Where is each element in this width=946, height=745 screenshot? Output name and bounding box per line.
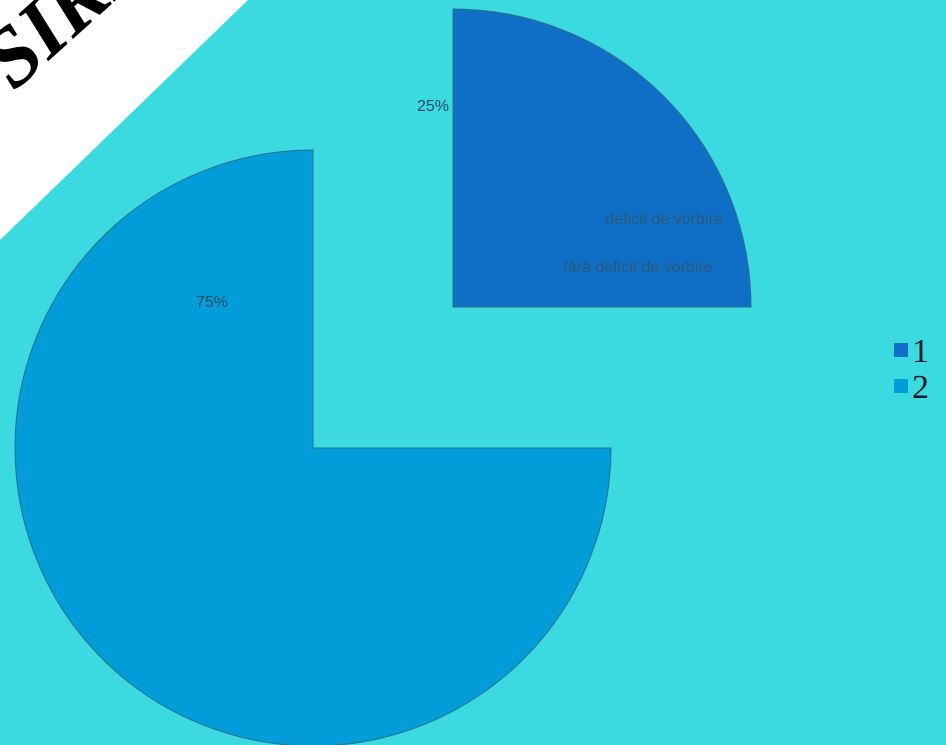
corner-stamp: SIRI	[0, 0, 248, 240]
legend-swatch-1	[894, 343, 908, 357]
legend-label-1: 1	[912, 333, 929, 370]
pie-slice-2	[14, 149, 612, 745]
percentage-label-1: 25%	[417, 98, 449, 115]
legend-label-2: 2	[912, 369, 929, 406]
pie-slices	[14, 8, 752, 745]
category-labels: deficit de vorbire fără deficit de vorbi…	[563, 211, 723, 276]
legend: 12	[894, 333, 929, 406]
legend-swatch-2	[894, 379, 908, 393]
percentage-labels: 25% 75%	[196, 98, 449, 311]
corner-stamp-background	[0, 0, 248, 240]
category-label-1: deficit de vorbire	[605, 211, 722, 228]
pie-slice-1	[452, 8, 752, 308]
percentage-label-2: 75%	[196, 294, 228, 311]
category-label-2: fără deficit de vorbire	[563, 259, 713, 276]
